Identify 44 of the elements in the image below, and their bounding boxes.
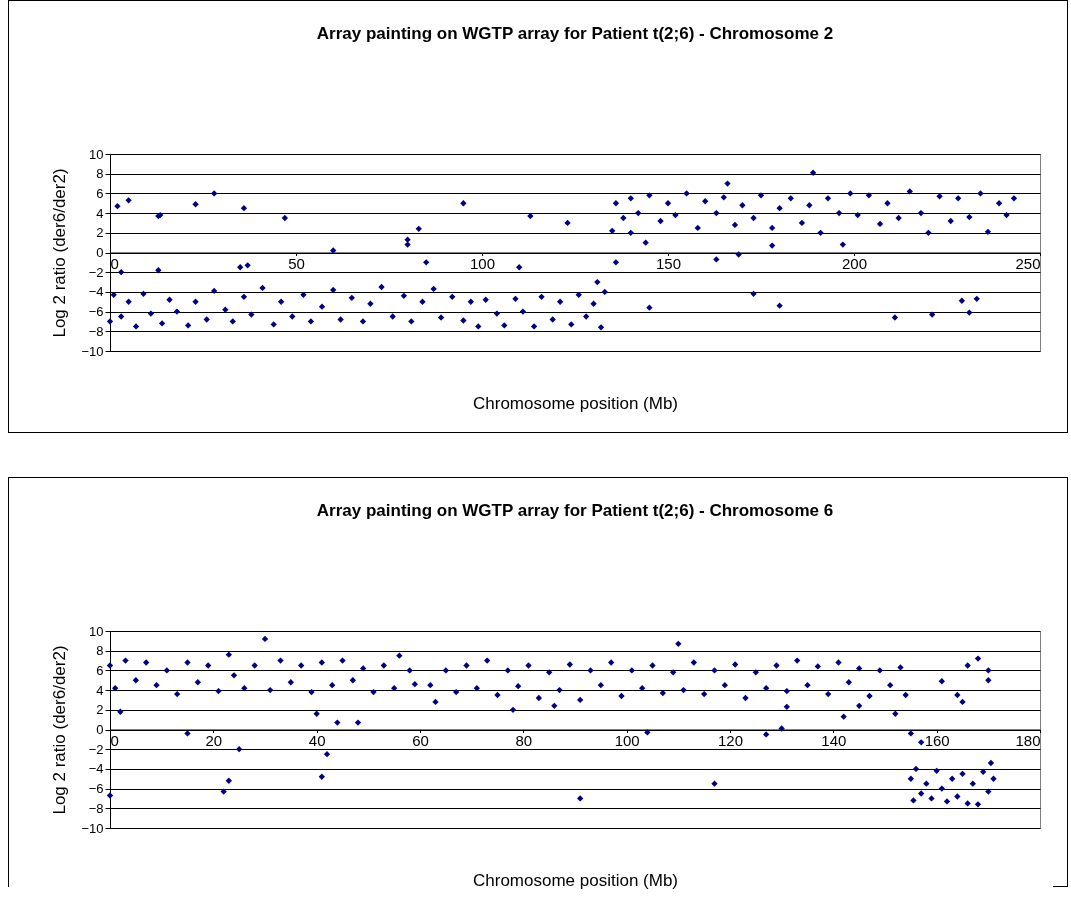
- y-tick-label: 8: [96, 643, 104, 659]
- y-tick-label: −8: [88, 323, 104, 339]
- y-tick-label: 8: [96, 166, 104, 182]
- y-tick-label: 2: [96, 225, 104, 241]
- x-tick-label: 0: [110, 732, 119, 749]
- chart-title: Array painting on WGTP array for Patient t(2;6) - Chromosome 6: [316, 501, 834, 520]
- y-tick-label: −6: [88, 304, 104, 320]
- x-tick-label: 60: [412, 732, 429, 749]
- y-tick-label: 10: [89, 146, 104, 162]
- y-tick-label: 4: [96, 682, 104, 698]
- x-tick-label: 40: [308, 732, 326, 749]
- y-axis-title: Log 2 ratio (der6/der2): [50, 645, 70, 815]
- y-tick-label: −4: [88, 761, 104, 777]
- x-tick-label: 180: [1015, 732, 1041, 749]
- y-axis-title: Log 2 ratio (der6/der2): [50, 168, 70, 338]
- x-tick-label: 50: [288, 255, 305, 272]
- y-tick-label: −10: [81, 343, 104, 359]
- x-tick-label: 100: [614, 732, 640, 749]
- x-tick-label: 100: [469, 255, 496, 272]
- y-tick-label: 10: [89, 623, 104, 639]
- y-tick-label: −6: [88, 781, 104, 797]
- y-tick-label: −8: [88, 800, 104, 816]
- y-tick-label: −2: [88, 741, 104, 757]
- x-tick-label: 140: [821, 732, 847, 749]
- x-tick-label: 20: [205, 732, 223, 749]
- y-tick-label: −4: [88, 284, 104, 300]
- y-tick-label: 0: [96, 722, 104, 737]
- y-tick-label: 6: [96, 185, 104, 201]
- y-tick-label: 2: [96, 702, 104, 718]
- y-tick-label: 0: [96, 245, 104, 260]
- y-tick-label: 6: [96, 662, 104, 678]
- x-axis-title: Chromosome position (Mb): [472, 870, 679, 890]
- y-tick-label: −2: [88, 264, 104, 280]
- x-tick-label: 80: [515, 732, 533, 749]
- x-tick-label: 0: [110, 255, 119, 272]
- y-tick-label: −10: [81, 820, 104, 836]
- chart-title: Array painting on WGTP array for Patient t(2;6) - Chromosome 2: [316, 24, 834, 43]
- y-tick-label: 4: [96, 205, 104, 221]
- x-tick-label: 200: [841, 255, 868, 272]
- x-tick-label: 120: [717, 732, 744, 749]
- x-axis-title: Chromosome position (Mb): [472, 393, 679, 413]
- x-tick-label: 150: [655, 255, 682, 272]
- x-tick-label: 250: [1015, 255, 1041, 272]
- x-tick-label: 160: [924, 732, 950, 749]
